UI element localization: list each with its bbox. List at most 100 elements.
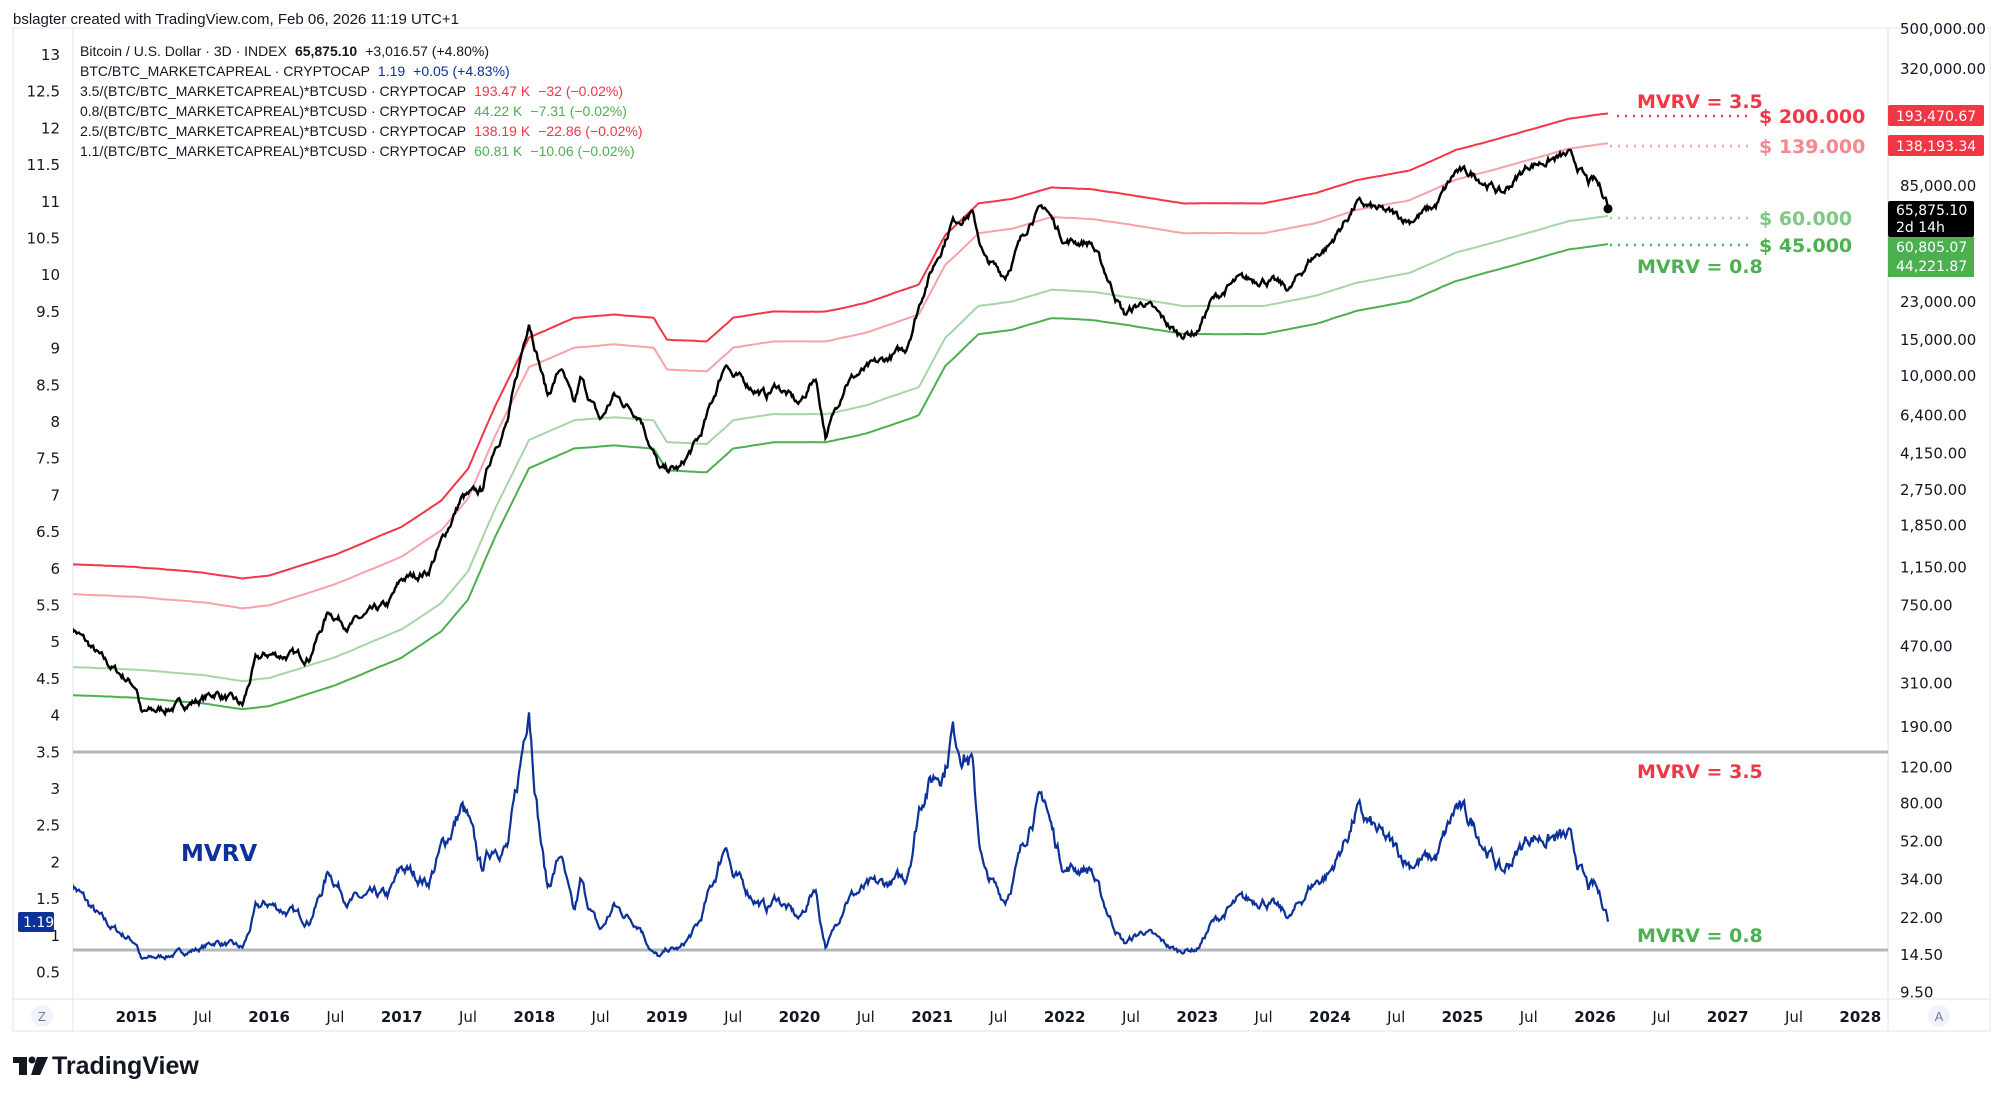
- time-axis-tick: Jul: [1121, 1008, 1140, 1026]
- legend-row-band-0-8[interactable]: 0.8/(BTC/BTC_MARKETCAPREAL)*BTCUSD · CRY…: [80, 103, 627, 119]
- legend-row-band-2-5[interactable]: 2.5/(BTC/BTC_MARKETCAPREAL)*BTCUSD · CRY…: [80, 123, 642, 139]
- left-axis-tick: 6: [50, 560, 60, 578]
- left-axis-tick: 13: [41, 46, 60, 64]
- annotation-mvrv-3-5-bottom: MVRV = 3.5: [1637, 761, 1763, 783]
- right-axis-tick: 9.50: [1900, 983, 1933, 1001]
- left-axis-tick: 6.5: [36, 523, 60, 541]
- right-axis-tick: 10,000.00: [1900, 367, 1976, 385]
- badge-band-2-5: [1888, 135, 1984, 156]
- annotation-mvrv-3-5-top: MVRV = 3.5: [1637, 91, 1763, 113]
- right-axis-tick: 6,400.00: [1900, 406, 1967, 424]
- left-scale-button-label: Z: [38, 1009, 46, 1024]
- time-axis-tick: 2024: [1309, 1008, 1351, 1026]
- right-axis-tick: 190.00: [1900, 718, 1953, 736]
- annotation-45k: $ 45.000: [1759, 235, 1852, 257]
- annotation-60k: $ 60.000: [1759, 208, 1852, 230]
- tradingview-logo-text: TradingView: [52, 1052, 199, 1080]
- badge-band-0-8-text: 44,221.87: [1896, 259, 1967, 275]
- left-axis-tick: 9.5: [36, 303, 60, 321]
- left-axis-tick: 2.5: [36, 817, 60, 835]
- left-axis-tick: 9: [50, 340, 60, 358]
- right-axis-tick: 120.00: [1900, 759, 1953, 777]
- time-axis-tick: Jul: [458, 1008, 477, 1026]
- time-axis-tick: 2020: [779, 1008, 821, 1026]
- left-axis-tick: 2: [50, 853, 60, 871]
- mvrv-line: [73, 712, 1610, 961]
- last-price-dot: [1603, 204, 1613, 214]
- right-axis-tick: 4,150.00: [1900, 445, 1967, 463]
- legend: Bitcoin / U.S. Dollar · 3D · INDEX 65,875…: [80, 43, 642, 159]
- time-axis-tick: 2026: [1574, 1008, 1616, 1026]
- right-axis-tick: 1,850.00: [1900, 516, 1967, 534]
- left-axis-tick: 4.5: [36, 670, 60, 688]
- chart-frame: [12, 27, 1991, 1032]
- band-0-8-line: [73, 243, 1609, 711]
- mvrv-pane-label: MVRV: [181, 841, 257, 867]
- time-axis-tick: 2022: [1044, 1008, 1086, 1026]
- right-axis-tick: 500,000.00: [1900, 20, 1986, 38]
- band-1-1-line: [73, 215, 1609, 683]
- time-axis-tick: Jul: [1784, 1008, 1803, 1026]
- annotation-mvrv-0-8-top: MVRV = 0.8: [1637, 256, 1763, 278]
- right-axis-tick: 34.00: [1900, 870, 1943, 888]
- badge-price: [1888, 201, 1974, 237]
- chart-credit: bslagter created with TradingView.com, F…: [13, 11, 459, 28]
- badge-band-1-1-and-0-8: [1888, 237, 1974, 277]
- right-axis-tick: 310.00: [1900, 675, 1953, 693]
- left-axis-tick: 8: [50, 413, 60, 431]
- price-line: [73, 148, 1610, 717]
- annotations: MVRV = 3.5 $ 200.000 $ 139.000 $ 60.000 …: [181, 91, 1865, 947]
- annotation-139k: $ 139.000: [1759, 136, 1865, 158]
- badge-price-text: 65,875.10: [1896, 203, 1967, 219]
- band-3-5-line: [73, 112, 1609, 580]
- time-axis-tick: 2018: [513, 1008, 555, 1026]
- time-axis-tick: Jul: [1386, 1008, 1405, 1026]
- badge-band-2-5-text: 138,193.34: [1896, 139, 1976, 155]
- left-axis-tick: 5.5: [36, 597, 60, 615]
- left-axis-tick: 3: [50, 780, 60, 798]
- price-badges: 193,470.67 138,193.34 65,875.10 2d 14h 6…: [18, 105, 1984, 932]
- left-scale-button[interactable]: Z: [31, 1005, 53, 1027]
- annotation-mvrv-0-8-bottom: MVRV = 0.8: [1637, 925, 1763, 947]
- time-axis[interactable]: 2015 Jul 2016 Jul 2017 Jul 2018 Jul 2019 Jul 2020 J…: [116, 1008, 1882, 1026]
- time-axis-tick: Jul: [591, 1008, 610, 1026]
- tradingview-logo-icon: [13, 1056, 48, 1075]
- left-axis-tick: 10: [41, 266, 60, 284]
- legend-row-price[interactable]: Bitcoin / U.S. Dollar · 3D · INDEX 65,875…: [80, 43, 489, 59]
- left-axis[interactable]: 1312.51211.51110.5109.598.587.576.565.55…: [27, 46, 60, 982]
- left-axis-tick: 11: [41, 193, 60, 211]
- time-axis-tick: 2023: [1176, 1008, 1218, 1026]
- badge-mvrv-text: 1.19: [23, 915, 54, 931]
- right-axis-tick: 320,000.00: [1900, 60, 1986, 78]
- right-axis-tick: 750.00: [1900, 596, 1953, 614]
- left-axis-tick: 3.5: [36, 743, 60, 761]
- time-axis-tick: 2017: [381, 1008, 423, 1026]
- annotation-200k: $ 200.000: [1759, 106, 1865, 128]
- badge-mvrv: [18, 912, 54, 932]
- left-axis-tick: 11.5: [27, 156, 60, 174]
- time-axis-tick: 2025: [1442, 1008, 1484, 1026]
- auto-scale-button[interactable]: A: [1928, 1005, 1950, 1027]
- time-axis-tick: Jul: [856, 1008, 875, 1026]
- right-axis-tick: 15,000.00: [1900, 331, 1976, 349]
- right-axis-tick: 85,000.00: [1900, 177, 1976, 195]
- left-axis-tick: 7: [50, 486, 60, 504]
- time-axis-tick: Jul: [723, 1008, 742, 1026]
- right-axis-tick: 470.00: [1900, 638, 1953, 656]
- right-axis-tick: 2,750.00: [1900, 481, 1967, 499]
- right-axis-tick: 80.00: [1900, 795, 1943, 813]
- legend-row-band-3-5[interactable]: 3.5/(BTC/BTC_MARKETCAPREAL)*BTCUSD · CRY…: [80, 83, 623, 99]
- left-axis-tick: 5: [50, 633, 60, 651]
- left-axis-tick: 0.5: [36, 964, 60, 982]
- legend-row-mvrv[interactable]: BTC/BTC_MARKETCAPREAL · CRYPTOCAP 1.19 +0.…: [80, 63, 510, 79]
- time-axis-tick: 2019: [646, 1008, 688, 1026]
- legend-row-band-1-1[interactable]: 1.1/(BTC/BTC_MARKETCAPREAL)*BTCUSD · CRY…: [80, 143, 635, 159]
- time-axis-tick: Jul: [988, 1008, 1007, 1026]
- time-axis-tick: Jul: [325, 1008, 344, 1026]
- time-axis-tick: 2028: [1839, 1008, 1881, 1026]
- tradingview-logo: TradingView: [13, 1052, 199, 1080]
- left-axis-tick: 10.5: [27, 230, 60, 248]
- left-axis-tick: 12: [41, 119, 60, 137]
- right-axis[interactable]: 500,000.00 320,000.00 85,000.00 23,000.00 15…: [1900, 20, 1986, 1001]
